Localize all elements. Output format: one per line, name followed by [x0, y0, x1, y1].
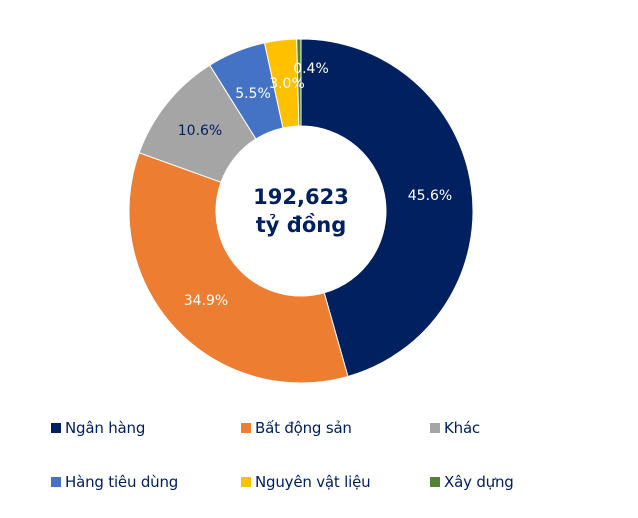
center-total-unit: tỷ đồng — [256, 213, 346, 237]
legend-label: Ngân hàng — [65, 419, 146, 437]
slice-value-label: 5.5% — [235, 86, 271, 102]
donut-slices — [128, 38, 474, 384]
donut-slice-xây-dựng — [296, 38, 302, 127]
legend-swatch-icon — [430, 477, 440, 487]
donut-slice-ngân-hàng — [300, 38, 474, 378]
legend-swatch-icon — [430, 423, 440, 433]
legend-item-khac: Khác — [430, 418, 480, 438]
legend-item-xay-dung: Xây dựng — [430, 472, 514, 492]
legend-swatch-icon — [51, 477, 61, 487]
legend-label: Xây dựng — [444, 473, 514, 491]
donut-slice-labels: 45.6% 34.9% 10.6% 5.5%3.0%0.4% — [178, 61, 452, 309]
legend-swatch-icon — [51, 423, 61, 433]
legend-swatch-icon — [241, 477, 251, 487]
legend-label: Nguyên vật liệu — [255, 473, 371, 491]
slice-value-label: 34.9% — [184, 293, 228, 309]
slice-value-label: 10.6% — [178, 123, 222, 139]
donut-slice-bất-động-sản — [128, 152, 349, 384]
legend-label: Khác — [444, 419, 480, 437]
legend-label: Bất động sản — [255, 419, 352, 437]
center-total-value: 192,623 — [253, 185, 349, 209]
slice-value-label: 3.0% — [269, 76, 305, 92]
slice-value-label: 0.4% — [293, 61, 329, 77]
legend-label: Hàng tiêu dùng — [65, 473, 179, 491]
legend-item-hang-tieu-dung: Hàng tiêu dùng — [51, 472, 178, 492]
legend-swatch-icon — [241, 423, 251, 433]
legend-item-nguyen-vat-lieu: Nguyên vật liệu — [241, 472, 371, 492]
legend-item-ngan-hang: Ngân hàng — [51, 418, 145, 438]
legend-item-bat-dong-san: Bất động sản — [241, 418, 352, 438]
slice-value-label: 45.6% — [408, 188, 452, 204]
